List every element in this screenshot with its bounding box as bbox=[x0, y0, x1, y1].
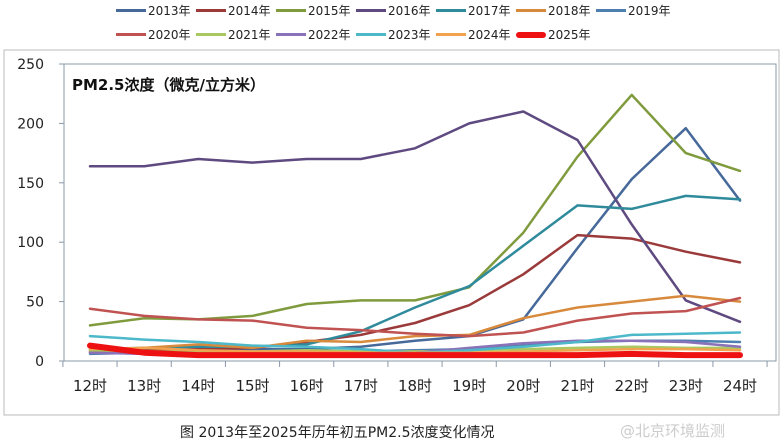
legend-item: 2020年 bbox=[116, 26, 191, 43]
x-tick-label: 15时 bbox=[235, 377, 269, 395]
x-tick-label: 21时 bbox=[560, 377, 594, 395]
legend-item: 2015年 bbox=[276, 2, 351, 19]
series-line-2015 bbox=[88, 93, 742, 327]
legend-label: 2016年 bbox=[388, 4, 431, 18]
legend-item: 2022年 bbox=[276, 26, 351, 43]
y-axis-title: PM2.5浓度（微克/立方米） bbox=[72, 76, 265, 94]
legend-swatch bbox=[356, 9, 386, 12]
plot-area bbox=[63, 63, 777, 362]
y-tick-label: 50 bbox=[26, 295, 44, 311]
legend-label: 2019年 bbox=[628, 4, 671, 18]
series-line-2025 bbox=[87, 342, 743, 359]
x-tick-label: 16时 bbox=[290, 377, 324, 395]
legend-swatch bbox=[516, 9, 546, 12]
legend-label: 2023年 bbox=[388, 28, 431, 42]
legend-item: 2023年 bbox=[356, 26, 431, 43]
legend-label: 2024年 bbox=[468, 28, 511, 42]
legend-swatch bbox=[596, 9, 626, 12]
legend-swatch bbox=[436, 33, 466, 36]
legend-swatch bbox=[276, 9, 306, 12]
legend-item: 2018年 bbox=[516, 2, 591, 19]
y-tick-label: 0 bbox=[35, 354, 44, 370]
series-line-2017 bbox=[88, 194, 742, 351]
legend-item: 2025年 bbox=[516, 26, 591, 43]
series-line-2020 bbox=[88, 296, 742, 338]
series-line-2018 bbox=[88, 294, 742, 352]
watermark: @北京环境监测 bbox=[620, 422, 726, 440]
legend-swatch bbox=[196, 9, 226, 12]
x-tick-label: 24时 bbox=[723, 377, 757, 395]
legend-swatch bbox=[516, 31, 546, 38]
x-tick-label: 12时 bbox=[73, 377, 107, 395]
legend-swatch bbox=[276, 33, 306, 36]
legend-item: 2014年 bbox=[196, 2, 271, 19]
x-tick-label: 14时 bbox=[181, 377, 215, 395]
x-tick-label: 18时 bbox=[398, 377, 432, 395]
legend-item: 2021年 bbox=[196, 26, 271, 43]
y-tick-label: 100 bbox=[17, 235, 44, 251]
legend-label: 2021年 bbox=[228, 28, 271, 42]
legend-label: 2025年 bbox=[548, 28, 591, 42]
y-tick-label: 150 bbox=[17, 176, 44, 192]
y-tick-label: 200 bbox=[17, 116, 44, 132]
legend-swatch bbox=[436, 9, 466, 12]
chart-frame bbox=[3, 49, 780, 416]
x-tick-label: 17时 bbox=[344, 377, 378, 395]
legend-label: 2015年 bbox=[308, 4, 351, 18]
legend-item: 2013年 bbox=[116, 2, 191, 19]
legend-label: 2022年 bbox=[308, 28, 351, 42]
legend-label: 2018年 bbox=[548, 4, 591, 18]
legend-label: 2013年 bbox=[148, 4, 191, 18]
x-tick-label: 20时 bbox=[506, 377, 540, 395]
legend-item: 2024年 bbox=[436, 26, 511, 43]
legend-item: 2016年 bbox=[356, 2, 431, 19]
legend-item: 2017年 bbox=[436, 2, 511, 19]
legend-label: 2020年 bbox=[148, 28, 191, 42]
legend-swatch bbox=[116, 9, 146, 12]
legend-swatch bbox=[356, 33, 386, 36]
chart-caption: 图 2013年至2025年历年初五PM2.5浓度变化情况 bbox=[180, 425, 495, 441]
legend-label: 2014年 bbox=[228, 4, 271, 18]
legend-label: 2017年 bbox=[468, 4, 511, 18]
series-line-2016 bbox=[88, 110, 742, 324]
legend-swatch bbox=[196, 33, 226, 36]
x-tick-label: 23时 bbox=[669, 377, 703, 395]
x-tick-label: 19时 bbox=[452, 377, 486, 395]
legend-swatch bbox=[116, 33, 146, 36]
legend-item: 2019年 bbox=[596, 2, 671, 19]
y-tick-label: 250 bbox=[17, 57, 44, 73]
chart-legend: 2013年 2014年 2015年 2016年 2017年 2018年 2019年 2020年… bbox=[0, 0, 783, 46]
x-tick-label: 22时 bbox=[615, 377, 649, 395]
x-tick-label: 13时 bbox=[127, 377, 161, 395]
